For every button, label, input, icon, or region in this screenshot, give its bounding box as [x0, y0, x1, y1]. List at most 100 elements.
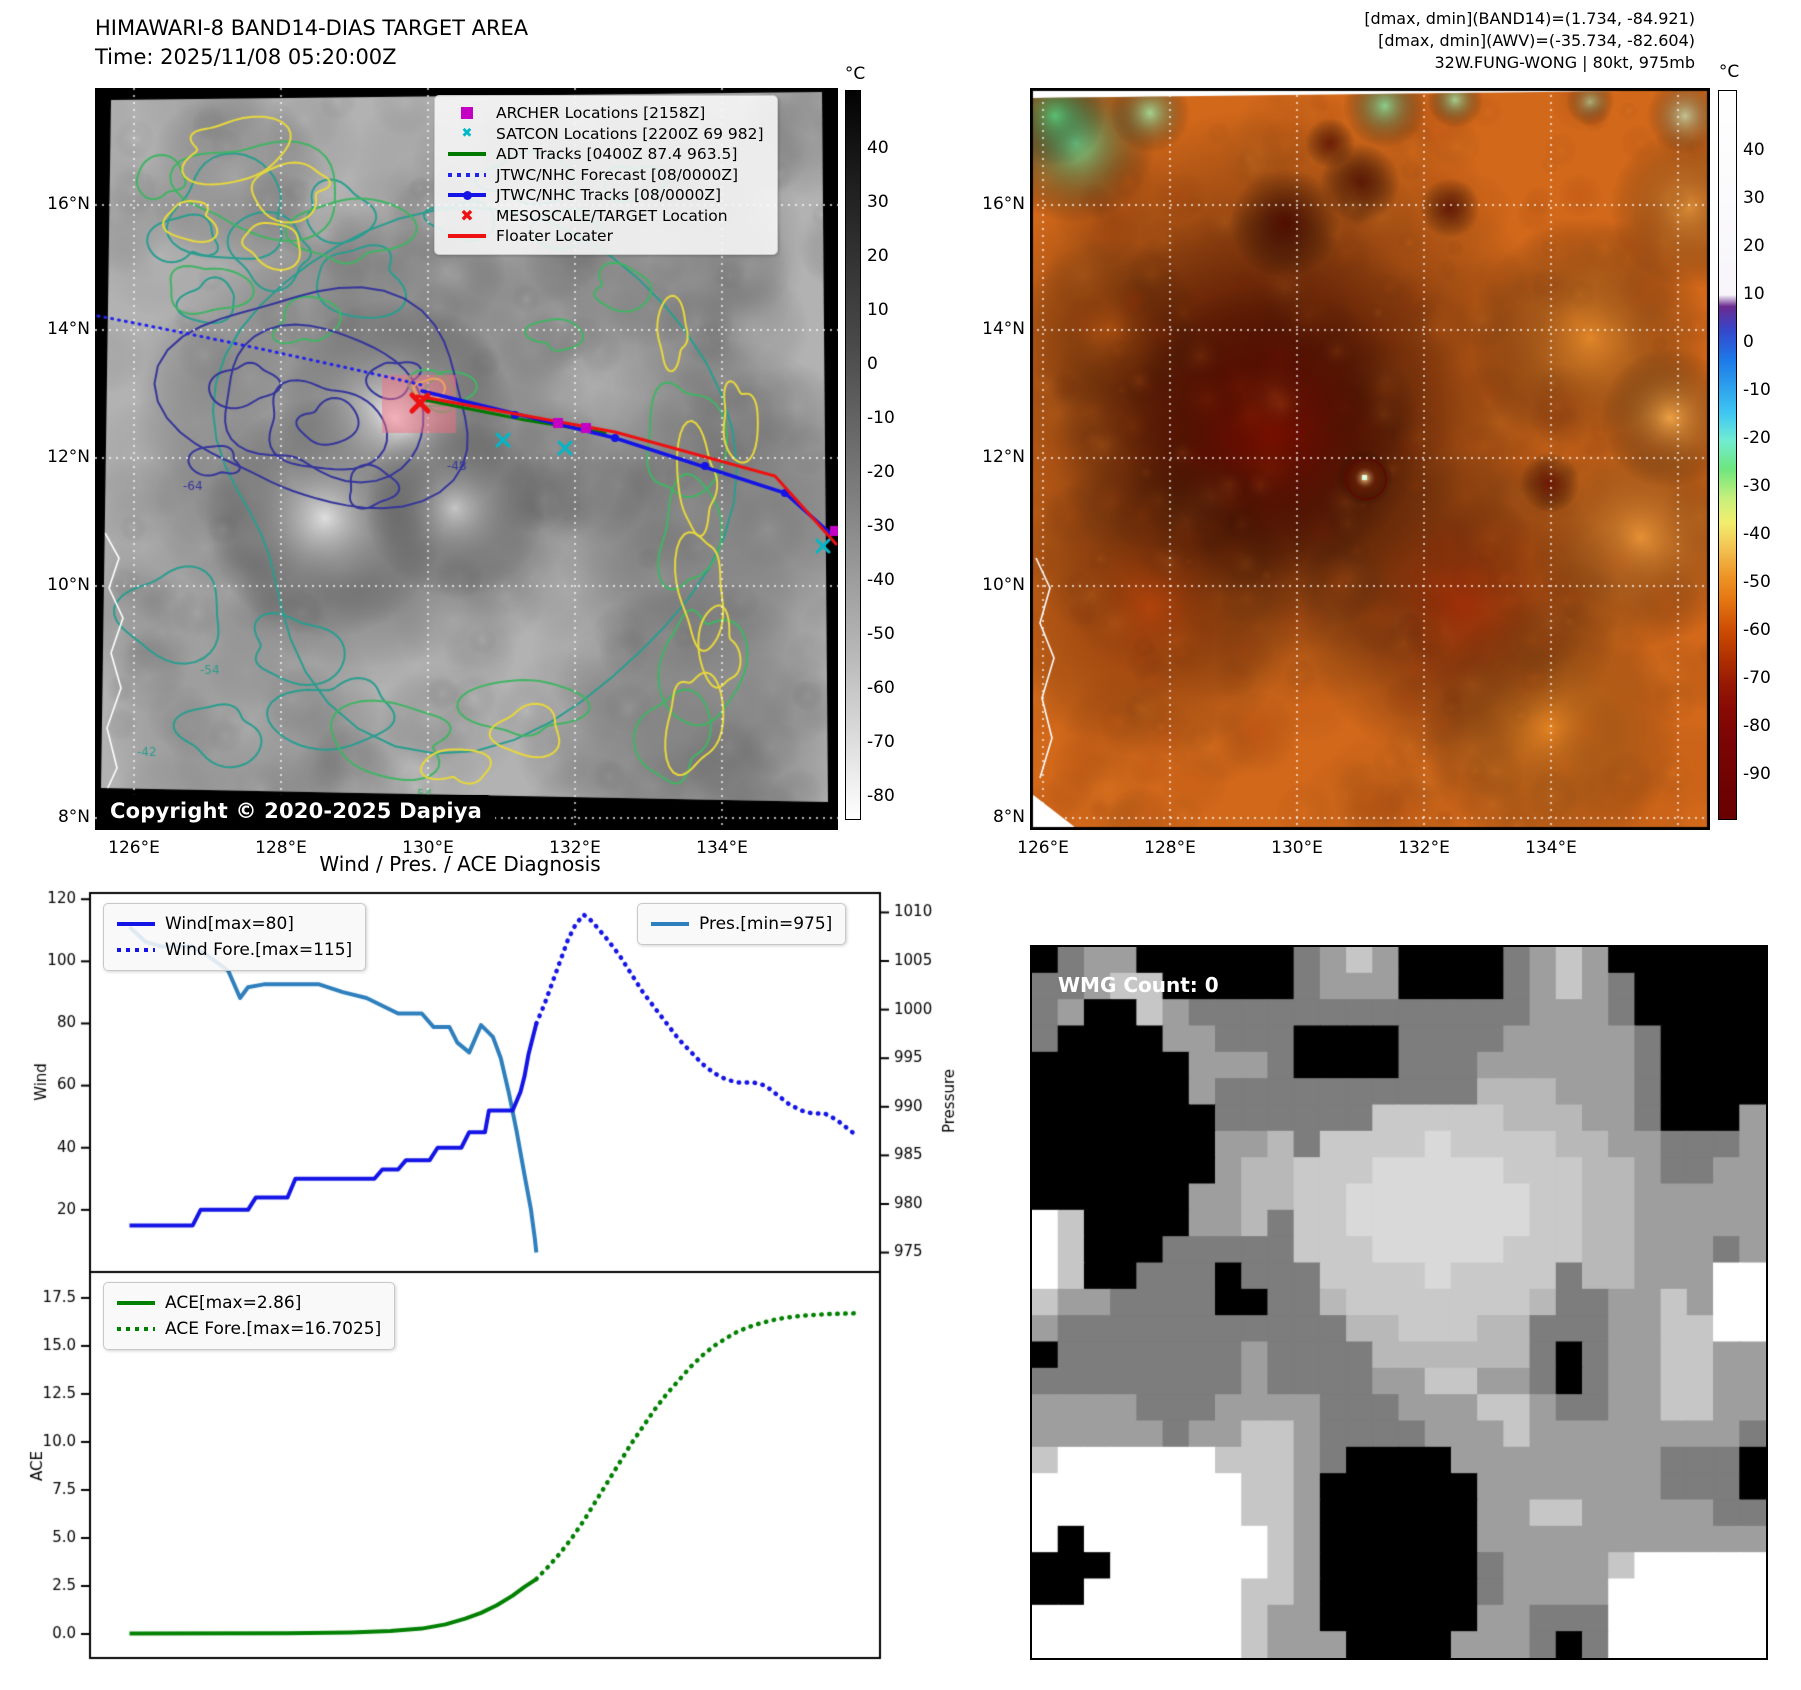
lon-tick-band14: 126°E: [108, 838, 160, 858]
awv-colorbar-tick: 30: [1743, 188, 1765, 208]
awv-colorbar-tick: 10: [1743, 284, 1765, 304]
legend-item-forecast: JTWC/NHC Forecast [08/0000Z]: [448, 165, 764, 186]
awv-colorbar-tick: -60: [1743, 620, 1771, 640]
awv-colorbar-tick: 20: [1743, 236, 1765, 256]
band14-colorbar-tick: -70: [867, 732, 895, 752]
lon-tick-band14: 132°E: [549, 838, 601, 858]
dmax-awv-line: [dmax, dmin](AWV)=(-35.734, -82.604): [1378, 31, 1695, 50]
map-time: Time: 2025/11/08 05:20:00Z: [95, 45, 397, 69]
pressure-chart-legend: Pres.[min=975]: [637, 903, 847, 945]
wmg-count-label: WMG Count: 0: [1058, 973, 1219, 997]
awv-colorbar-unit: °C: [1718, 62, 1740, 82]
awv-colorbar-tick: -80: [1743, 716, 1771, 736]
legend-item-floater: Floater Locater: [448, 226, 764, 247]
awv-colorbar-tick: -50: [1743, 572, 1771, 592]
band14-colorbar-tick: -80: [867, 786, 895, 806]
forecast-dotted-icon: [448, 167, 486, 183]
lat-tick-band14: 8°N: [57, 807, 90, 827]
diagnosis-title: Wind / Pres. / ACE Diagnosis: [319, 852, 601, 876]
awv-colorbar-tick: -90: [1743, 764, 1771, 784]
band14-colorbar-tick: 0: [867, 354, 878, 374]
band14-colorbar-tick: 10: [867, 300, 889, 320]
awv-colorbar-tick: -30: [1743, 476, 1771, 496]
lat-tick-awv: 12°N: [982, 447, 1025, 467]
awv-colorbar: [1718, 90, 1737, 820]
legend-label: ACE[max=2.86]: [165, 1293, 302, 1313]
floater-line-icon: [448, 228, 486, 244]
awv-colorbar-tick: -20: [1743, 428, 1771, 448]
lon-tick-awv: 128°E: [1144, 838, 1196, 858]
lon-tick-band14: 128°E: [255, 838, 307, 858]
legend-item-wind: Wind[max=80]: [117, 911, 352, 937]
legend-label: ARCHER Locations [2158Z]: [496, 104, 706, 123]
copyright-badge: Copyright © 2020-2025 Dapiya: [97, 795, 495, 829]
archer-square-icon: [448, 105, 486, 121]
pres-line-icon: [651, 916, 689, 932]
legend-label: SATCON Locations [2200Z 69 982]: [496, 124, 764, 143]
awv-colorbar-tick: -10: [1743, 380, 1771, 400]
mesoscale-x-icon: ✖: [460, 206, 474, 226]
satcon-x-icon: ✖: [461, 126, 473, 142]
legend-label: Floater Locater: [496, 227, 613, 246]
dmax-band14-line: [dmax, dmin](BAND14)=(1.734, -84.921): [1364, 9, 1695, 28]
legend-item-adt: ADT Tracks [0400Z 87.4 963.5]: [448, 144, 764, 165]
legend-item-tracks: JTWC/NHC Tracks [08/0000Z]: [448, 185, 764, 206]
awv-colorbar-tick: -70: [1743, 668, 1771, 688]
legend-label: JTWC/NHC Forecast [08/0000Z]: [496, 165, 739, 184]
lon-tick-band14: 130°E: [402, 838, 454, 858]
band14-colorbar-tick: 40: [867, 138, 889, 158]
legend-item-pres: Pres.[min=975]: [651, 911, 832, 937]
lon-tick-awv: 134°E: [1525, 838, 1577, 858]
lat-tick-awv: 14°N: [982, 319, 1025, 339]
lon-tick-band14: 134°E: [696, 838, 748, 858]
tracks-linedot-icon: [448, 187, 486, 203]
ace-chart-legend: ACE[max=2.86] ACE Fore.[max=16.7025]: [103, 1282, 396, 1350]
legend-item-satcon: ✖ SATCON Locations [2200Z 69 982]: [448, 124, 764, 145]
map-title: HIMAWARI-8 BAND14-DIAS TARGET AREA: [95, 16, 529, 40]
awv-colorbar-tick: 40: [1743, 140, 1765, 160]
band14-panel-title: HIMAWARI-8 BAND14-DIAS TARGET AREA Time: …: [95, 14, 528, 72]
legend-item-mesoscale: ✖ MESOSCALE/TARGET Location: [448, 206, 764, 227]
lon-tick-awv: 132°E: [1398, 838, 1450, 858]
band14-colorbar-tick: -30: [867, 516, 895, 536]
lat-tick-awv: 10°N: [982, 575, 1025, 595]
band14-colorbar-tick: 30: [867, 192, 889, 212]
ace-fore-dotted-icon: [117, 1321, 155, 1337]
band14-colorbar-tick: 20: [867, 246, 889, 266]
ace-line-icon: [117, 1295, 155, 1311]
wind-fore-dotted-icon: [117, 942, 155, 958]
band14-colorbar-tick: -10: [867, 408, 895, 428]
band14-colorbar-tick: -20: [867, 462, 895, 482]
lat-tick-awv: 16°N: [982, 194, 1025, 214]
lon-tick-awv: 126°E: [1017, 838, 1069, 858]
lat-tick-band14: 16°N: [47, 194, 90, 214]
storm-id-line: 32W.FUNG-WONG | 80kt, 975mb: [1434, 53, 1695, 72]
band14-colorbar-unit: °C: [844, 64, 866, 84]
legend-item-ace-fore: ACE Fore.[max=16.7025]: [117, 1316, 381, 1342]
legend-label: JTWC/NHC Tracks [08/0000Z]: [496, 186, 722, 205]
wmg-image: [1032, 947, 1766, 1658]
legend-label: Wind Fore.[max=115]: [165, 940, 353, 960]
awv-satellite-map: [1030, 88, 1710, 830]
legend-label: MESOSCALE/TARGET Location: [496, 206, 728, 225]
band14-colorbar-tick: -40: [867, 570, 895, 590]
lat-tick-awv: 8°N: [992, 807, 1025, 827]
wind-chart-legend: Wind[max=80] Wind Fore.[max=115]: [103, 903, 367, 971]
legend-label: ADT Tracks [0400Z 87.4 963.5]: [496, 145, 738, 164]
band14-map-legend: ARCHER Locations [2158Z] ✖ SATCON Locatio…: [434, 95, 778, 255]
legend-label: ACE Fore.[max=16.7025]: [165, 1319, 382, 1339]
lat-tick-band14: 12°N: [47, 447, 90, 467]
legend-item-ace: ACE[max=2.86]: [117, 1290, 381, 1316]
band14-colorbar-tick: -50: [867, 624, 895, 644]
legend-item-archer: ARCHER Locations [2158Z]: [448, 103, 764, 124]
legend-label: Pres.[min=975]: [699, 914, 833, 934]
lon-tick-awv: 130°E: [1271, 838, 1323, 858]
storm-info-header: [dmax, dmin](BAND14)=(1.734, -84.921) [d…: [1175, 8, 1695, 74]
adt-line-icon: [448, 146, 486, 162]
wind-line-icon: [117, 916, 155, 932]
awv-colorbar-tick: -40: [1743, 524, 1771, 544]
wmg-panel: WMG Count: 0: [1030, 945, 1768, 1660]
legend-label: Wind[max=80]: [165, 914, 294, 934]
lat-tick-band14: 10°N: [47, 575, 90, 595]
